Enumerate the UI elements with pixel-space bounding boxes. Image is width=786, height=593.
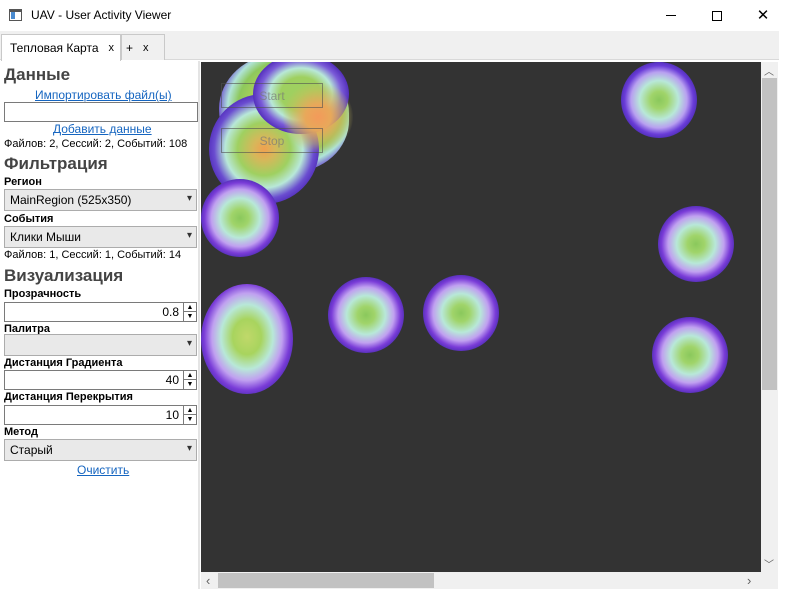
maximize-icon [712, 10, 722, 21]
minimize-icon [666, 15, 676, 16]
scroll-up-icon[interactable]: ︿ [764, 67, 774, 78]
region-label: Регион [4, 176, 42, 188]
chevron-down-icon: ▾ [186, 338, 192, 349]
events-label: События [4, 213, 54, 225]
region-select-value: MainRegion (525x350) [10, 193, 132, 207]
minimize-button[interactable] [648, 0, 694, 31]
clear-link[interactable]: Очистить [77, 463, 130, 477]
scroll-down-icon[interactable]: ﹀ [764, 560, 774, 571]
opacity-label: Прозрачность [4, 288, 82, 300]
filter-summary: Файлов: 1, Сессий: 1, Событий: 14 [4, 249, 182, 261]
scroll-corner [761, 572, 778, 589]
overlap-distance-input[interactable]: 10 [4, 405, 184, 425]
viz-section-title: Визуализация [4, 266, 124, 285]
opacity-stepper[interactable]: 0.8 ▲ ▼ [4, 302, 197, 322]
tab-new-close-button[interactable]: x [143, 41, 149, 54]
horizontal-scrollbar[interactable]: ‹ › [201, 572, 761, 589]
gradient-distance-stepper[interactable]: 40 ▲ ▼ [4, 370, 197, 390]
heatmap-hotspot [658, 206, 734, 282]
chevron-down-icon: ▾ [186, 193, 192, 204]
scroll-right-icon[interactable]: › [747, 573, 752, 588]
method-select-value: Старый [10, 443, 53, 457]
tab-heatmap[interactable]: Тепловая Карта x [1, 34, 121, 61]
horizontal-scroll-thumb[interactable] [218, 573, 434, 588]
palette-label: Палитра [4, 323, 50, 335]
method-select[interactable]: Старый ▾ [4, 439, 197, 461]
tab-new[interactable]: + x [121, 34, 165, 60]
settings-panel: Данные Импортировать файл(ы) Добавить да… [0, 61, 198, 589]
add-tab-button[interactable]: + [126, 40, 134, 55]
stop-button[interactable]: Stop [221, 128, 323, 153]
import-files-link[interactable]: Импортировать файл(ы) [35, 88, 172, 102]
palette-select[interactable]: ▾ [4, 334, 197, 356]
maximize-button[interactable] [694, 0, 740, 31]
chevron-down-icon: ▾ [186, 443, 192, 454]
scroll-left-icon[interactable]: ‹ [206, 573, 211, 588]
heatmap-canvas[interactable]: Start Stop [201, 62, 761, 572]
heatmap-hotspot [621, 62, 697, 138]
add-data-link[interactable]: Добавить данные [53, 122, 152, 136]
spin-up-icon[interactable]: ▲ [184, 303, 196, 312]
filter-section-title: Фильтрация [4, 154, 108, 173]
chevron-down-icon: ▾ [186, 230, 192, 241]
heatmap-hotspot [283, 82, 353, 152]
spin-down-icon[interactable]: ▼ [186, 381, 194, 388]
events-select-value: Клики Мыши [10, 230, 81, 244]
data-summary: Файлов: 2, Сессий: 2, Событий: 108 [4, 138, 188, 150]
window-title: UAV - User Activity Viewer [31, 8, 172, 22]
events-select[interactable]: Клики Мыши ▾ [4, 226, 197, 248]
spin-up-icon[interactable]: ▲ [184, 406, 196, 415]
title-bar: UAV - User Activity Viewer ✕ [0, 0, 786, 31]
spin-up-icon[interactable]: ▲ [184, 371, 196, 380]
start-button[interactable]: Start [221, 83, 323, 108]
tab-heatmap-close-button[interactable]: x [108, 42, 115, 54]
method-label: Метод [4, 426, 38, 438]
panel-splitter[interactable] [198, 61, 200, 589]
data-section-title: Данные [4, 65, 71, 84]
gradient-distance-label: Дистанция Градиента [4, 357, 123, 369]
vertical-scroll-thumb[interactable] [762, 78, 777, 390]
spin-down-icon[interactable]: ▼ [186, 416, 194, 423]
file-path-input[interactable] [4, 102, 198, 122]
close-icon: ✕ [756, 7, 770, 24]
overlap-distance-stepper[interactable]: 10 ▲ ▼ [4, 405, 197, 425]
app-icon [9, 9, 22, 21]
heatmap-hotspot [328, 277, 404, 353]
spin-down-icon[interactable]: ▼ [186, 313, 194, 320]
close-button[interactable]: ✕ [740, 0, 786, 31]
window-edge [779, 31, 786, 593]
region-select[interactable]: MainRegion (525x350) ▾ [4, 189, 197, 211]
heatmap-hotspot [201, 179, 279, 257]
heatmap-hotspot [201, 284, 293, 394]
overlap-distance-label: Дистанция Перекрытия [4, 391, 133, 403]
heatmap-hotspot [423, 275, 499, 351]
tab-strip: Тепловая Карта x + x [0, 31, 786, 61]
gradient-distance-input[interactable]: 40 [4, 370, 184, 390]
opacity-input[interactable]: 0.8 [4, 302, 184, 322]
tab-heatmap-label: Тепловая Карта [10, 41, 99, 55]
vertical-scrollbar[interactable]: ︿ ﹀ [761, 62, 778, 572]
heatmap-hotspot [652, 317, 728, 393]
